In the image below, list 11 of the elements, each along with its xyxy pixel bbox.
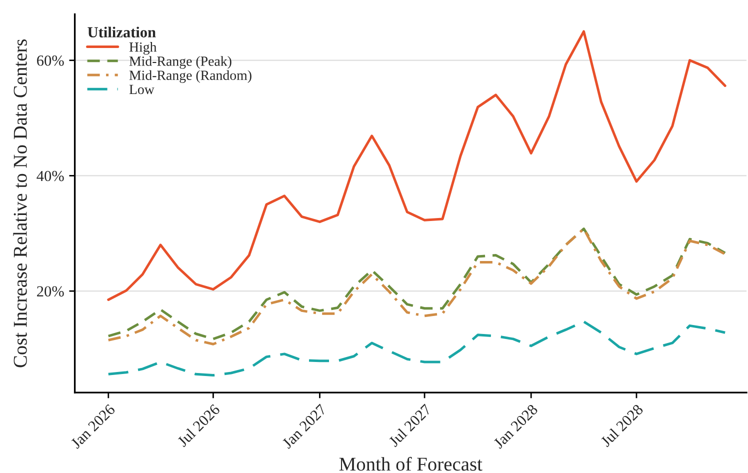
y-axis-title: Cost Increase Relative to No Data Centers: [13, 39, 27, 368]
y-tick-label: 40%: [36, 170, 64, 182]
legend-label: Mid-Range (Peak): [129, 56, 232, 69]
y-tick-label: 60%: [37, 55, 64, 66]
y-tick-label: 20%: [37, 286, 64, 297]
legend-label: Low: [129, 84, 154, 94]
legend-title: Utilization: [88, 26, 156, 38]
line-series: [107, 320, 726, 377]
legend-label: High: [129, 42, 157, 55]
x-axis-title: Month of Forecast: [339, 456, 482, 471]
legend-label: Mid-Range (Random): [129, 70, 252, 83]
